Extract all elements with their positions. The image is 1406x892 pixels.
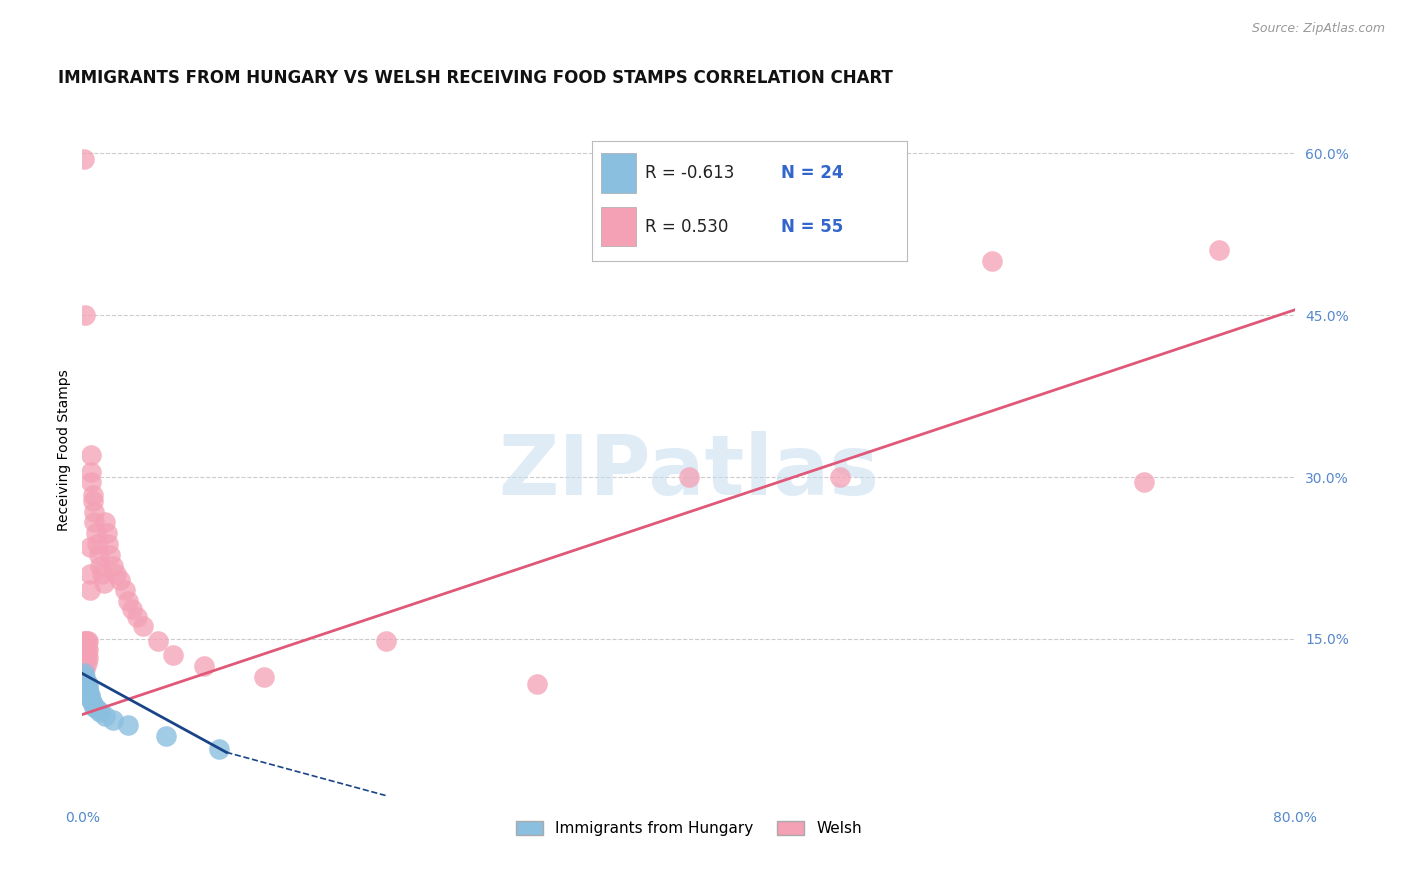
Text: ZIPatlas: ZIPatlas	[498, 431, 879, 512]
Point	[94, 708, 117, 723]
Point	[83, 700, 105, 714]
Point	[82, 488, 104, 502]
Point	[117, 718, 139, 732]
Point	[108, 573, 131, 587]
Point	[79, 567, 101, 582]
Point	[253, 670, 276, 684]
Point	[114, 583, 136, 598]
Point	[84, 526, 107, 541]
Point	[125, 610, 148, 624]
Point	[830, 470, 852, 484]
Point	[77, 634, 100, 648]
Point	[73, 634, 96, 648]
Point	[101, 713, 124, 727]
Point	[73, 152, 96, 166]
Point	[77, 642, 100, 657]
Point	[1132, 475, 1154, 490]
Point	[117, 594, 139, 608]
Point	[82, 697, 104, 711]
Point	[77, 651, 100, 665]
Point	[77, 681, 100, 695]
Point	[79, 688, 101, 702]
Point	[89, 706, 111, 720]
Point	[76, 640, 98, 655]
Point	[87, 548, 110, 562]
Point	[678, 470, 700, 484]
Point	[86, 702, 108, 716]
Point	[79, 540, 101, 554]
Point	[91, 567, 114, 582]
Point	[101, 558, 124, 573]
Point	[374, 634, 396, 648]
Point	[75, 308, 97, 322]
Point	[94, 516, 117, 530]
Point	[981, 254, 1004, 268]
Point	[77, 677, 100, 691]
Point	[96, 526, 118, 541]
Point	[76, 677, 98, 691]
Point	[75, 678, 97, 692]
Point	[73, 659, 96, 673]
Text: Source: ZipAtlas.com: Source: ZipAtlas.com	[1251, 22, 1385, 36]
Point	[76, 681, 98, 695]
Point	[155, 729, 177, 743]
Point	[121, 601, 143, 615]
Point	[132, 619, 155, 633]
Point	[76, 656, 98, 670]
Point	[86, 537, 108, 551]
Legend: Immigrants from Hungary, Welsh: Immigrants from Hungary, Welsh	[509, 815, 868, 842]
Point	[79, 583, 101, 598]
Point	[73, 648, 96, 662]
Point	[193, 659, 215, 673]
Point	[80, 475, 103, 490]
Point	[83, 516, 105, 530]
Point	[80, 449, 103, 463]
Point	[75, 675, 97, 690]
Point	[146, 634, 169, 648]
Point	[526, 677, 548, 691]
Point	[93, 575, 115, 590]
Point	[75, 634, 97, 648]
Point	[75, 654, 97, 668]
Point	[75, 642, 97, 657]
Point	[1208, 244, 1230, 258]
Point	[77, 682, 100, 697]
Point	[98, 548, 121, 562]
Point	[80, 465, 103, 479]
Point	[73, 666, 96, 681]
Text: IMMIGRANTS FROM HUNGARY VS WELSH RECEIVING FOOD STAMPS CORRELATION CHART: IMMIGRANTS FROM HUNGARY VS WELSH RECEIVI…	[58, 69, 893, 87]
Point	[97, 537, 120, 551]
Y-axis label: Receiving Food Stamps: Receiving Food Stamps	[58, 369, 72, 531]
Point	[104, 567, 127, 582]
Point	[73, 672, 96, 686]
Point	[77, 686, 100, 700]
Point	[89, 558, 111, 573]
Point	[82, 493, 104, 508]
Point	[76, 682, 98, 697]
Point	[79, 691, 101, 706]
Point	[76, 648, 98, 662]
Point	[80, 693, 103, 707]
Point	[75, 662, 97, 676]
Point	[162, 648, 184, 662]
Point	[75, 670, 97, 684]
Point	[83, 505, 105, 519]
Point	[76, 634, 98, 648]
Point	[208, 742, 231, 756]
